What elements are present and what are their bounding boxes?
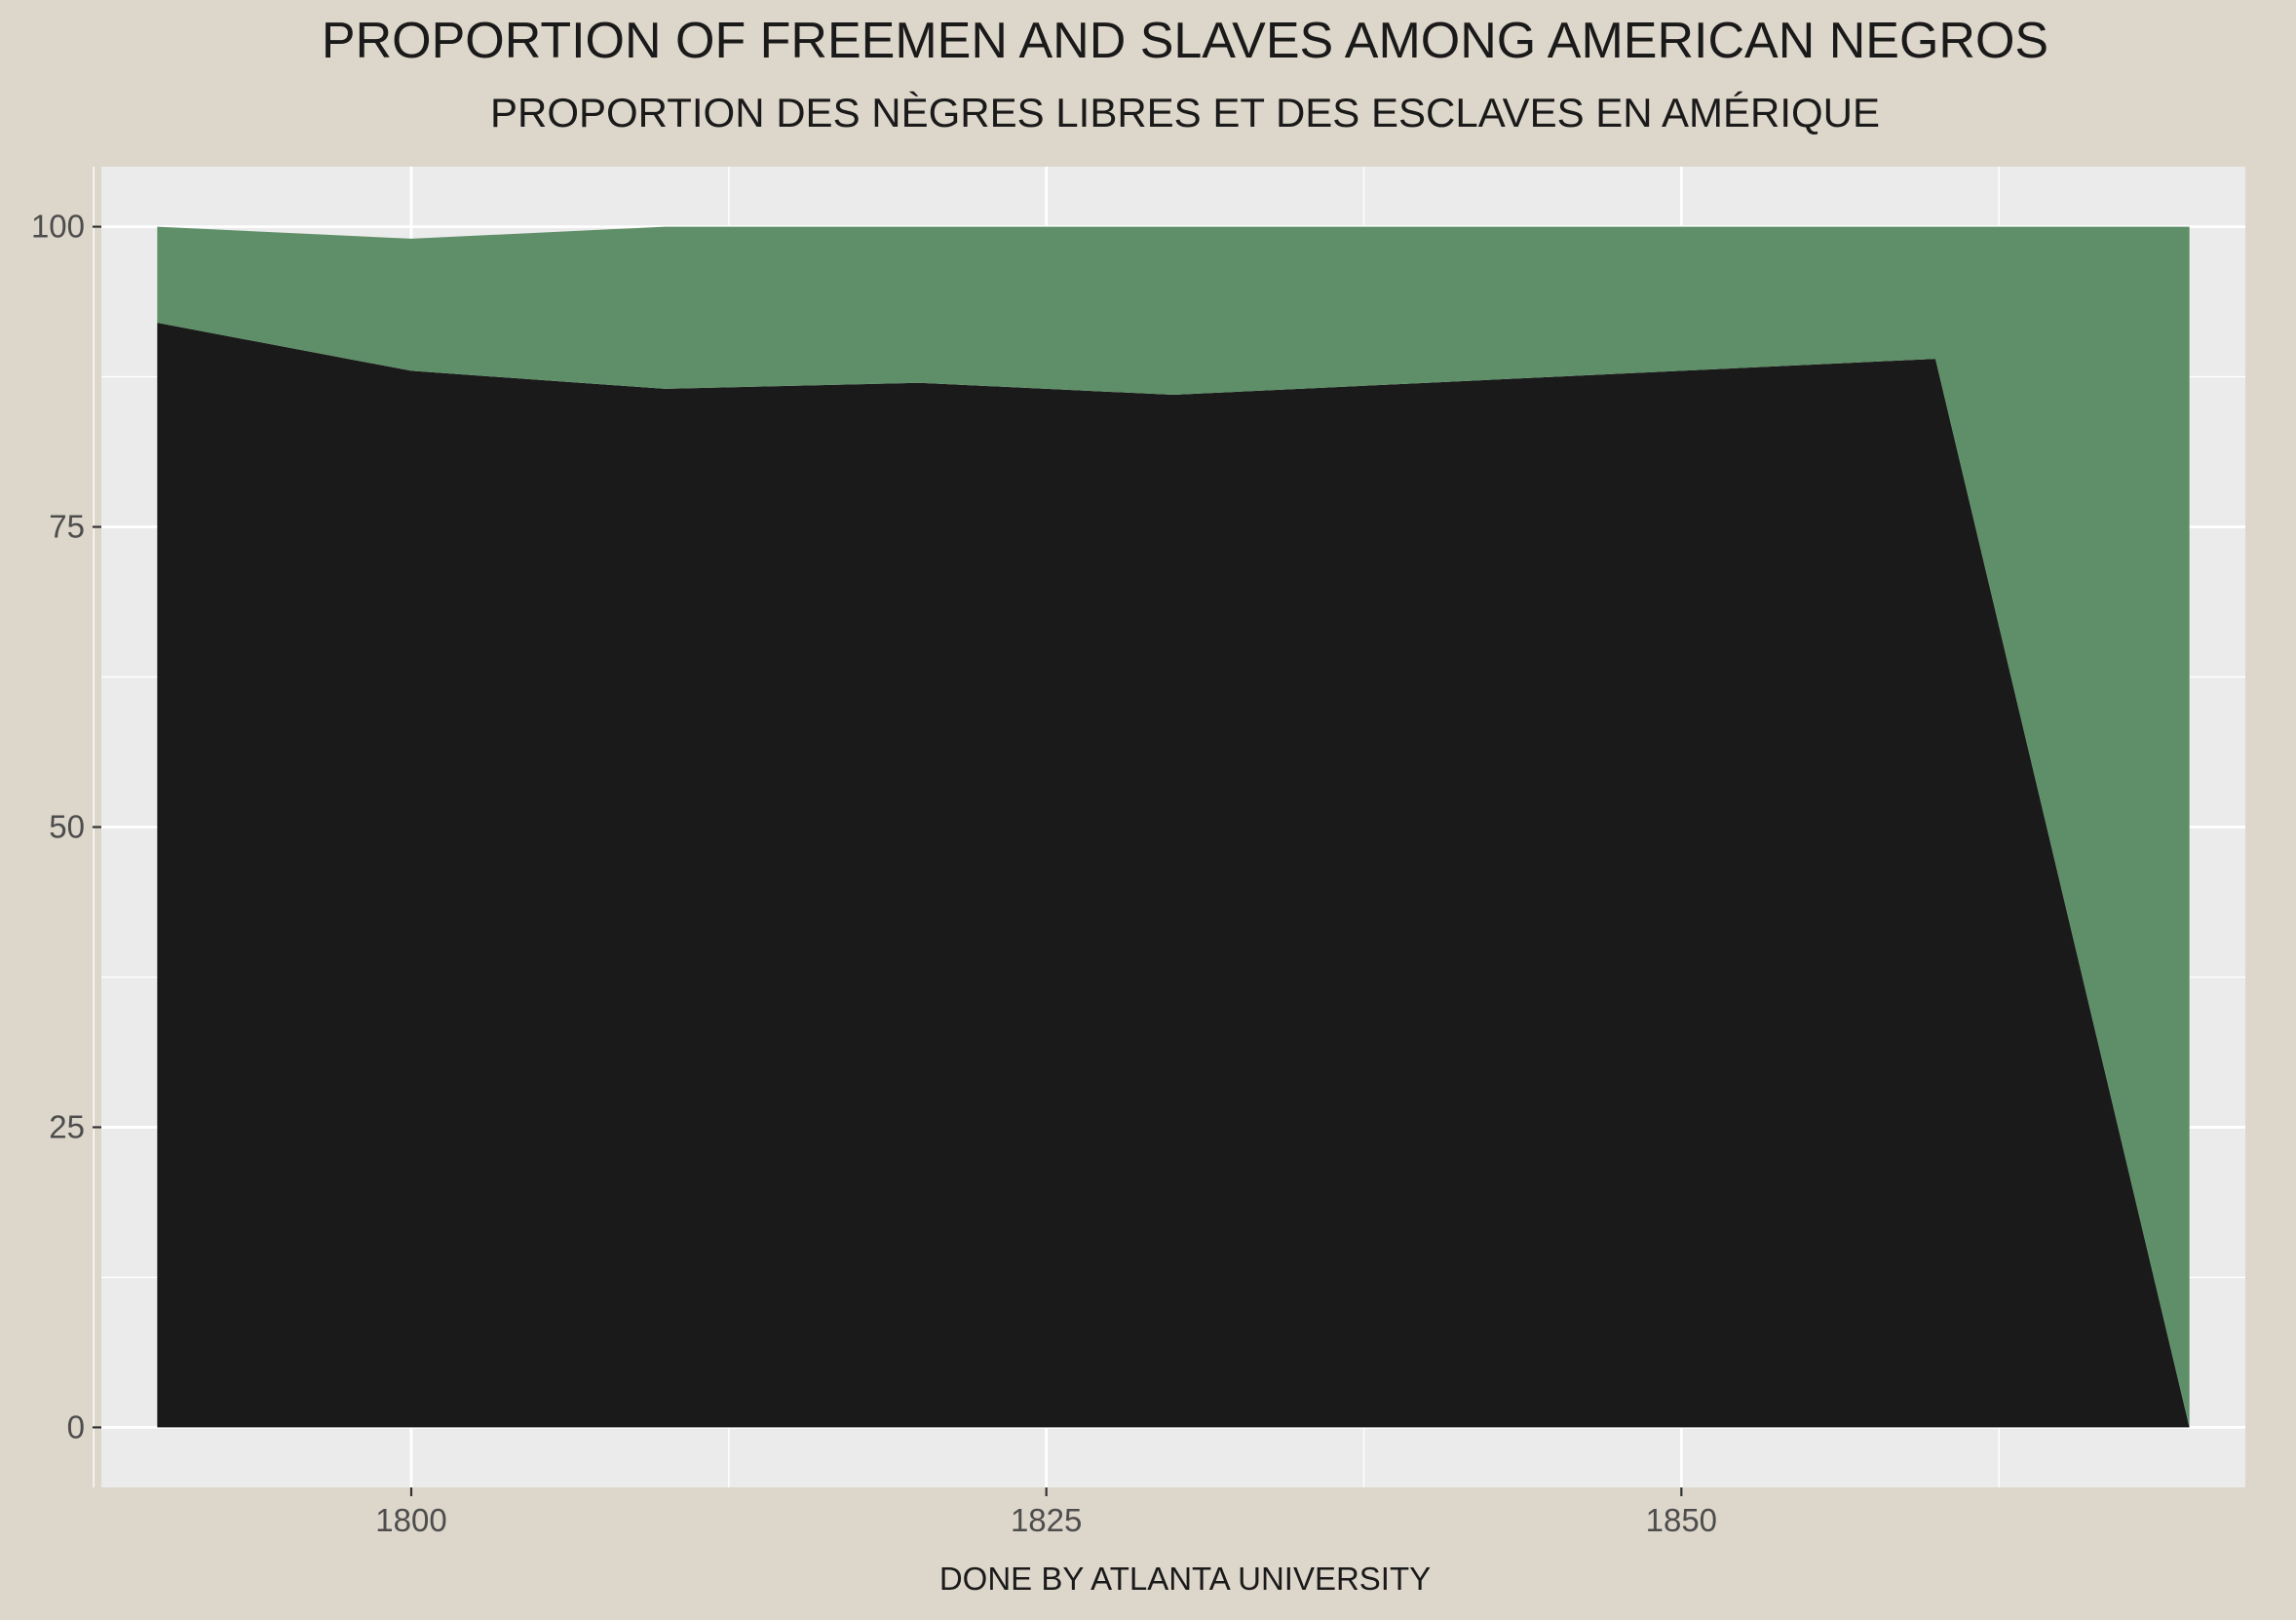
- y-tick-label: 50: [49, 809, 85, 845]
- y-axis: 0 25 50 75 100: [31, 209, 101, 1445]
- y-tick-label: 0: [67, 1408, 85, 1445]
- x-axis-title: DONE BY ATLANTA UNIVERSITY: [939, 1561, 1431, 1597]
- x-tick-label: 1825: [1011, 1502, 1082, 1538]
- area-series-2: [157, 226, 2190, 1428]
- chart-subtitle: PROPORTION DES NÈGRES LIBRES ET DES ESCL…: [490, 90, 1880, 135]
- x-tick-label: 1800: [375, 1502, 446, 1538]
- area-series-1: [157, 323, 2190, 1428]
- y-tick-label: 100: [31, 209, 85, 245]
- area-series: [157, 226, 2190, 1428]
- chart-title: PROPORTION OF FREEMEN AND SLAVES AMONG A…: [322, 13, 2048, 69]
- x-axis: 1800 1825 1850: [375, 1487, 1717, 1538]
- x-tick-label: 1850: [1646, 1502, 1717, 1538]
- y-tick-label: 75: [49, 509, 85, 545]
- y-tick-label: 25: [49, 1108, 85, 1144]
